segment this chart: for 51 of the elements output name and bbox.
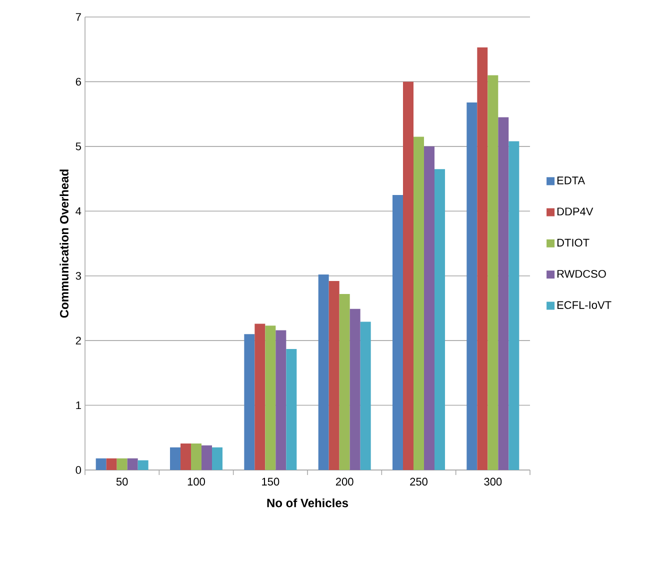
bar <box>403 82 414 470</box>
bar <box>392 194 403 470</box>
y-tick-label: 3 <box>76 272 81 280</box>
y-tick-label: 5 <box>76 142 81 150</box>
bar <box>180 443 192 470</box>
bar <box>318 274 329 470</box>
x-axis-title: No of Vehicles <box>267 498 348 508</box>
legend-label: EDTA <box>557 176 586 184</box>
bar <box>286 348 297 470</box>
y-tick-label: 4 <box>76 207 82 215</box>
legend-label: DDP4V <box>557 208 594 216</box>
bar <box>414 136 424 470</box>
x-tick-label: 50 <box>116 478 128 486</box>
x-tick-label: 150 <box>262 478 280 486</box>
bar <box>116 458 128 470</box>
legend-label: RWDCSO <box>557 270 606 278</box>
x-tick-label: 250 <box>410 478 428 486</box>
legend-label: ECFL-IoVT <box>557 301 612 309</box>
bar <box>350 308 360 470</box>
bar <box>127 458 138 470</box>
bar <box>508 141 520 470</box>
bar <box>191 443 202 470</box>
bar <box>106 458 117 470</box>
bar <box>328 281 340 470</box>
bar <box>498 117 509 470</box>
x-tick-label: 300 <box>484 478 502 486</box>
bar <box>212 447 223 470</box>
bar <box>254 324 266 470</box>
y-tick-label: 0 <box>76 466 82 474</box>
bar <box>339 294 350 470</box>
bar <box>244 334 255 470</box>
bar <box>265 326 276 470</box>
y-tick-label: 6 <box>76 78 81 86</box>
bar <box>488 75 498 470</box>
y-axis-title: Communication Overhead <box>60 170 68 318</box>
y-tick-label: 2 <box>76 336 81 344</box>
bar <box>466 102 478 470</box>
bar <box>170 447 181 470</box>
bar <box>276 330 286 470</box>
y-tick-label: 7 <box>76 13 81 21</box>
y-tick-label: 1 <box>76 401 81 410</box>
bar <box>138 460 148 470</box>
x-tick-label: 100 <box>188 478 205 486</box>
bar <box>202 445 212 470</box>
bar <box>424 146 434 470</box>
x-tick-label: 200 <box>336 478 354 486</box>
legend-label: DTIOT <box>557 238 590 247</box>
bar <box>360 322 371 470</box>
bar <box>96 458 106 470</box>
bar <box>477 47 488 470</box>
bar <box>434 169 445 470</box>
